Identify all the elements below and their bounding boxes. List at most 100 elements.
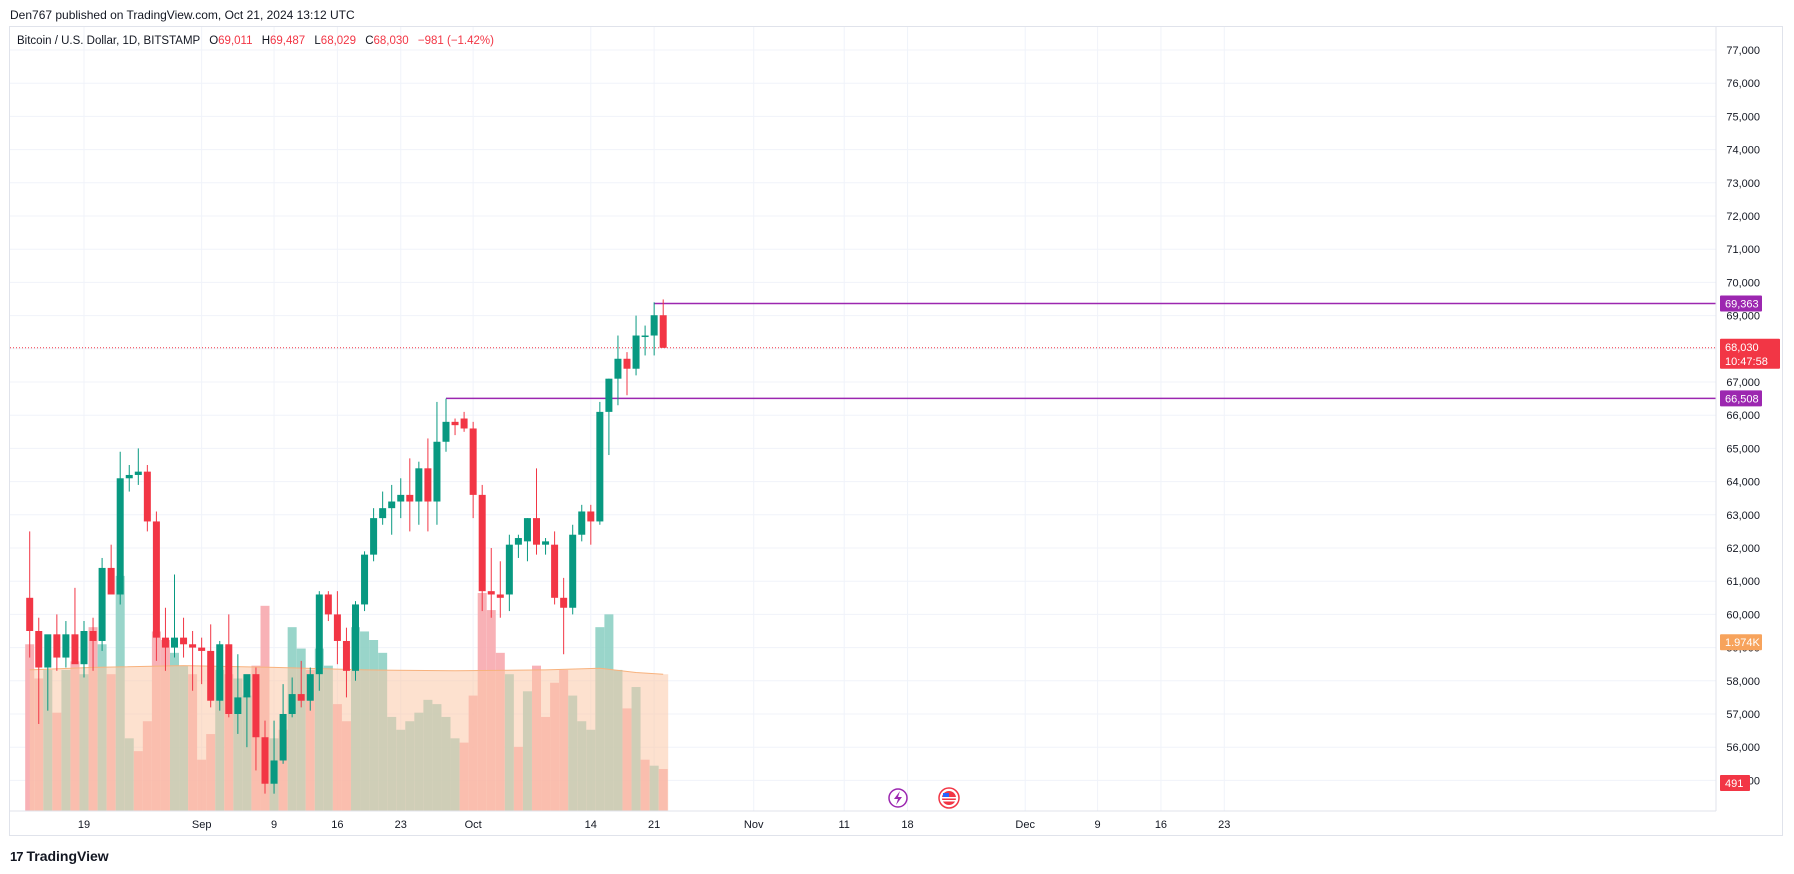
level-price-label: 69,363 — [1720, 295, 1762, 312]
price-tick-label: 69,000 — [1726, 311, 1760, 323]
legend-open-label: O — [209, 35, 219, 47]
price-tick-label: 63,000 — [1726, 510, 1760, 522]
candle-body — [614, 358, 622, 379]
candle-body — [53, 634, 61, 658]
candle-body — [288, 694, 296, 714]
price-tick-label: 65,000 — [1726, 443, 1760, 455]
chart-frame — [9, 26, 1783, 836]
time-tick-label: 23 — [395, 819, 407, 831]
candle-body — [306, 674, 314, 701]
legend-symbol[interactable]: Bitcoin / U.S. Dollar, 1D, BITSTAMP — [17, 35, 200, 47]
time-tick-label: 16 — [331, 819, 343, 831]
candle-body — [98, 567, 106, 641]
price-tick-label: 72,000 — [1726, 211, 1760, 223]
candle-body — [225, 644, 233, 714]
volume-ma-area — [29, 665, 669, 811]
time-tick-label: 16 — [1155, 819, 1167, 831]
candle-body — [478, 494, 486, 592]
event-icons — [888, 787, 960, 809]
time-tick-label: Dec — [1015, 819, 1035, 831]
candle-body — [89, 631, 97, 641]
volume-last-label-text: 491 — [1725, 778, 1743, 790]
candle-body — [641, 335, 649, 338]
legend-change: −981 (−1.42%) — [417, 35, 494, 47]
volume-ma-label: 1.974K — [1720, 634, 1762, 651]
time-tick-label: 19 — [78, 819, 90, 831]
candle-body — [388, 501, 396, 509]
legend-high-value: 69,487 — [270, 35, 306, 47]
time-tick-label: 21 — [648, 819, 660, 831]
candle-body — [578, 511, 586, 535]
candle-body — [261, 737, 269, 784]
candle-body — [116, 478, 124, 595]
level-price-label: 66,508 — [1720, 390, 1762, 407]
candle-body — [379, 508, 387, 519]
candle-body — [632, 335, 640, 369]
candle-body — [560, 597, 568, 608]
price-tick-label: 77,000 — [1726, 45, 1760, 57]
volume-ma-label-bg — [1720, 634, 1762, 651]
price-tick-label: 67,000 — [1726, 377, 1760, 389]
candle-body — [252, 674, 260, 738]
time-tick-label: 18 — [901, 819, 913, 831]
candle-body — [324, 594, 332, 615]
candle-body — [207, 650, 215, 701]
candle-body — [71, 634, 79, 665]
price-tick-label: 76,000 — [1726, 78, 1760, 90]
price-labels: 69,363 66,508 68,030 10:47:58 1.974K 491 — [1720, 295, 1780, 791]
price-tick-label: 64,000 — [1726, 477, 1760, 489]
candle-body — [279, 714, 287, 761]
time-tick-label: Sep — [192, 819, 212, 831]
candle-body — [134, 471, 142, 475]
footer-brand: 17 TradingView — [10, 848, 109, 864]
candle-body — [198, 647, 206, 651]
time-tick-label: Oct — [465, 819, 482, 831]
candle-body — [551, 544, 559, 598]
volume-ma-label-text: 1.974K — [1725, 637, 1761, 649]
level-price-label-bg — [1720, 390, 1762, 407]
legend-low-label: L — [314, 35, 321, 47]
price-tick-label: 73,000 — [1726, 178, 1760, 190]
candle-body — [505, 544, 513, 595]
published-info: Den767 published on TradingView.com, Oct… — [10, 8, 355, 22]
legend-close-value: 68,030 — [373, 35, 409, 47]
candle-body — [605, 378, 613, 412]
candle-body — [125, 474, 133, 479]
candle-body — [352, 604, 359, 671]
lightning-event-icon[interactable] — [888, 788, 908, 808]
candle-body — [424, 468, 432, 502]
candle-body — [433, 441, 441, 502]
legend-low-value: 68,029 — [320, 35, 356, 47]
price-tick-label: 62,000 — [1726, 543, 1760, 555]
price-tick-label: 57,000 — [1726, 709, 1760, 721]
candle-body — [270, 760, 278, 784]
last-price-label: 68,030 10:47:58 — [1720, 338, 1780, 369]
price-tick-label: 71,000 — [1726, 244, 1760, 256]
candle-body — [650, 315, 658, 336]
price-tick-label: 61,000 — [1726, 576, 1760, 588]
time-tick-label: 11 — [838, 819, 849, 831]
price-tick-label: 58,000 — [1726, 676, 1760, 688]
candle-body — [342, 640, 350, 671]
level-price-label-text: 66,508 — [1725, 393, 1759, 405]
chart-legend: Bitcoin / U.S. Dollar, 1D, BITSTAMP O 69,… — [17, 35, 494, 47]
candle-body — [44, 634, 52, 668]
candle-body — [533, 518, 540, 545]
candle-body — [370, 518, 378, 555]
level-price-label-text: 69,363 — [1725, 299, 1759, 311]
us-flag-event-icon[interactable] — [938, 787, 960, 809]
candle-body — [569, 534, 577, 608]
candle-body — [143, 471, 151, 522]
candle-body — [107, 567, 115, 595]
volume-ma-line — [29, 665, 664, 675]
candle-body — [62, 634, 70, 658]
time-tick-label: 14 — [585, 819, 597, 831]
candle-body — [406, 494, 414, 502]
candle-body — [234, 697, 242, 714]
candle-body — [315, 594, 323, 675]
candle-body — [243, 674, 251, 698]
candle-body — [542, 541, 550, 545]
time-tick-label: Nov — [744, 819, 764, 831]
candles — [26, 299, 667, 794]
